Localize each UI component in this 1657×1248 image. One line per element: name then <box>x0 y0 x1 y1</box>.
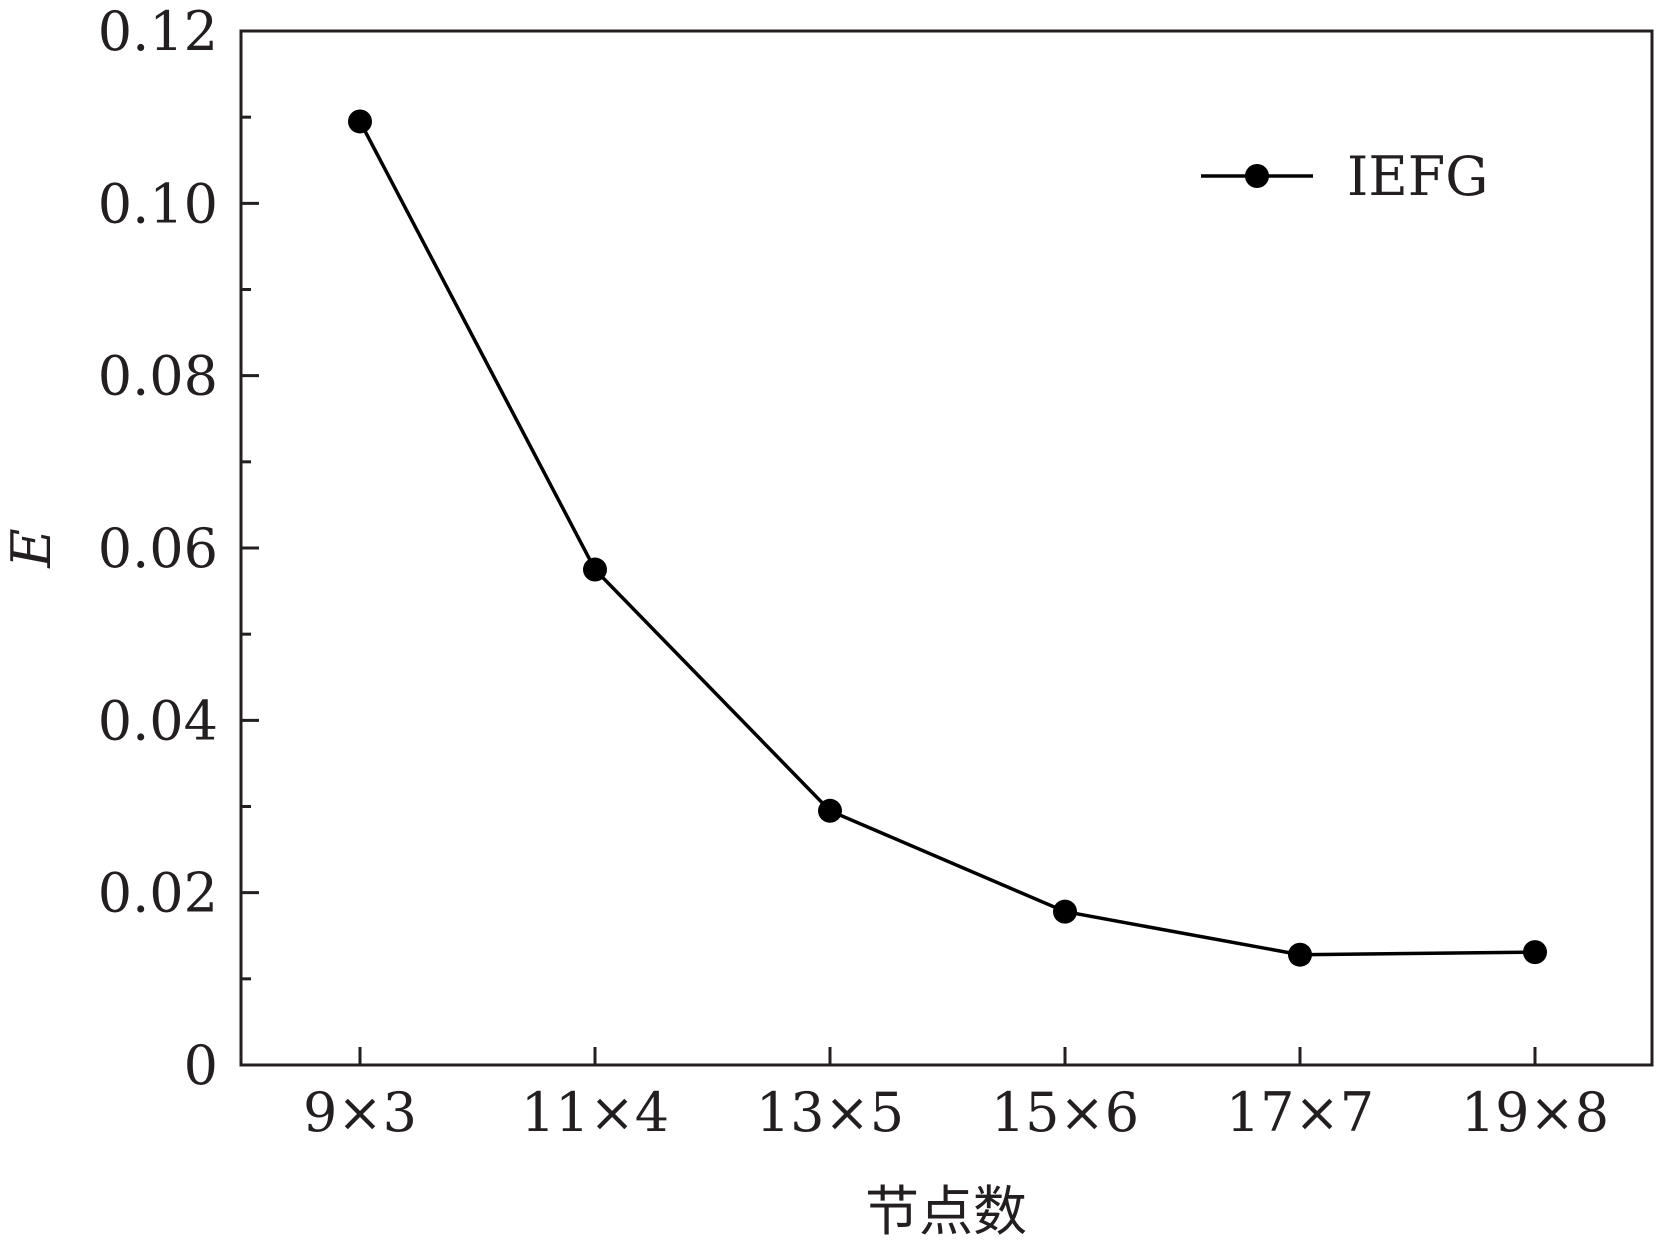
x-tick-label: 15×6 <box>991 1081 1139 1144</box>
data-point <box>1053 899 1077 924</box>
y-axis-ticks: 0 0.02 0.04 0.06 0.08 0.10 0.12 <box>98 0 259 1097</box>
y-tick-label: 0.04 <box>98 689 218 752</box>
data-point <box>1288 942 1312 967</box>
y-tick-label: 0.08 <box>98 345 218 408</box>
x-tick-label: 11×4 <box>521 1081 669 1144</box>
y-tick-label: 0.02 <box>98 862 218 925</box>
legend: IEFG <box>1201 145 1488 208</box>
series-group <box>348 109 1547 967</box>
x-tick-label: 9×3 <box>303 1081 417 1144</box>
y-axis-title: E <box>0 528 63 568</box>
legend-marker <box>1245 164 1269 188</box>
series-line <box>358 120 1536 957</box>
x-axis-title: 节点数 <box>865 1180 1027 1243</box>
data-point <box>583 557 607 582</box>
data-point <box>348 109 372 134</box>
x-tick-label: 19×8 <box>1461 1081 1609 1144</box>
x-tick-label: 13×5 <box>756 1081 904 1144</box>
data-point <box>818 798 842 823</box>
y-tick-label: 0.12 <box>98 0 218 63</box>
x-axis-ticks: 9×3 11×4 13×5 15×6 17×7 19×8 <box>303 1047 1609 1144</box>
y-tick-label: 0 <box>184 1034 218 1097</box>
y-tick-label: 0.06 <box>98 517 218 580</box>
data-point <box>1523 940 1547 965</box>
x-tick-label: 17×7 <box>1226 1081 1374 1144</box>
legend-label: IEFG <box>1347 145 1488 208</box>
y-tick-label: 0.10 <box>98 172 218 235</box>
